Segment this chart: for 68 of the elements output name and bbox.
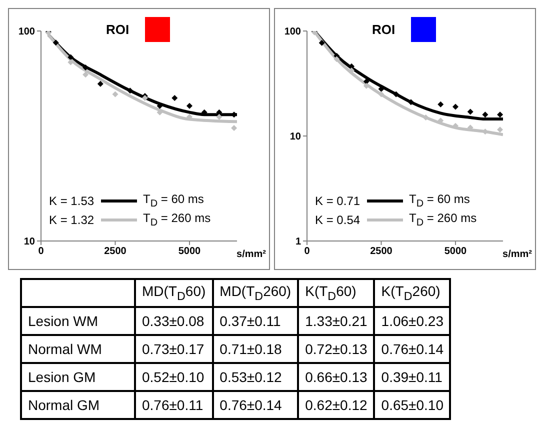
point: [378, 91, 384, 98]
category-label: K(T$_{D}$60): [305, 283, 356, 303]
point: [318, 40, 325, 46]
text: 0.37±0.11: [220, 313, 281, 329]
point: [82, 72, 89, 78]
text: 1.06±0.23: [381, 313, 444, 329]
point: [127, 88, 134, 94]
x-tick-label: 0: [38, 246, 44, 258]
text: 0.62±0.12: [305, 397, 368, 413]
point: [112, 91, 118, 98]
point: [452, 104, 458, 110]
category-label: Lesion WM: [28, 313, 98, 329]
chart-title: ROI: [372, 22, 396, 37]
x-tick-label: 5000: [444, 246, 468, 258]
point: [97, 80, 104, 87]
annotation: K = 1.53: [49, 194, 96, 208]
point: [497, 112, 503, 118]
point: [231, 125, 237, 132]
text: 0.73±0.17: [142, 341, 204, 357]
x-tick-label: 2500: [104, 246, 127, 258]
legend-label: T$_{D}$ = 260 ms: [143, 210, 211, 228]
legend-label: T$_{D}$ = 60 ms: [143, 192, 204, 210]
y-tick-label: 1: [295, 236, 302, 248]
y-tick-label: 100: [284, 26, 302, 38]
text: 0.76±0.11: [142, 397, 204, 413]
x-axis-title: s/mm²: [502, 249, 532, 260]
text: 0.52±0.10: [142, 369, 204, 385]
y-tick-label: 10: [24, 236, 36, 248]
legend-label: T$_{D}$ = 260 ms: [409, 210, 477, 228]
x-axis-title: s/mm²: [236, 249, 266, 260]
point: [438, 101, 444, 108]
annotation: K = 1.32: [49, 212, 96, 226]
point: [393, 91, 400, 98]
point: [497, 126, 503, 133]
x-tick-label: 0: [304, 246, 310, 258]
point: [52, 40, 59, 46]
y-tick-label: 10: [290, 132, 302, 143]
point: [68, 54, 74, 60]
annotation: K = 0.71: [315, 194, 362, 208]
text: 0.72±0.13: [305, 341, 368, 357]
category-label: Normal WM: [28, 341, 102, 357]
y-tick-label: 100: [18, 26, 36, 38]
point: [334, 56, 340, 62]
text: 0.76±0.14: [381, 341, 444, 357]
text: 1.33±0.21: [305, 313, 368, 329]
text: 0.33±0.08: [142, 313, 204, 329]
text: 0.66±0.13: [305, 369, 368, 385]
text: 0.65±0.10: [381, 397, 444, 413]
category-label: MD(T$_{D}$260): [220, 283, 292, 303]
legend-label: T$_{D}$ = 60 ms: [409, 192, 470, 210]
point: [408, 99, 414, 106]
text: 0.53±0.12: [220, 369, 282, 385]
category-label: K(T$_{D}$260): [381, 283, 440, 303]
category-label: MD(T$_{D}$60): [142, 283, 206, 303]
text: 0.76±0.14: [220, 397, 282, 413]
category-label: Lesion GM: [28, 369, 96, 385]
text: 0.71±0.18: [220, 341, 282, 357]
text: 0.39±0.11: [381, 369, 442, 385]
annotation: K = 0.54: [315, 212, 362, 226]
point: [216, 114, 222, 120]
chart-title: ROI: [106, 22, 130, 37]
x-tick-label: 2500: [370, 246, 393, 258]
point: [467, 108, 474, 115]
point: [482, 112, 488, 118]
category-label: Normal GM: [28, 397, 100, 413]
point: [172, 94, 178, 101]
x-tick-label: 5000: [178, 246, 202, 258]
point: [186, 102, 192, 109]
